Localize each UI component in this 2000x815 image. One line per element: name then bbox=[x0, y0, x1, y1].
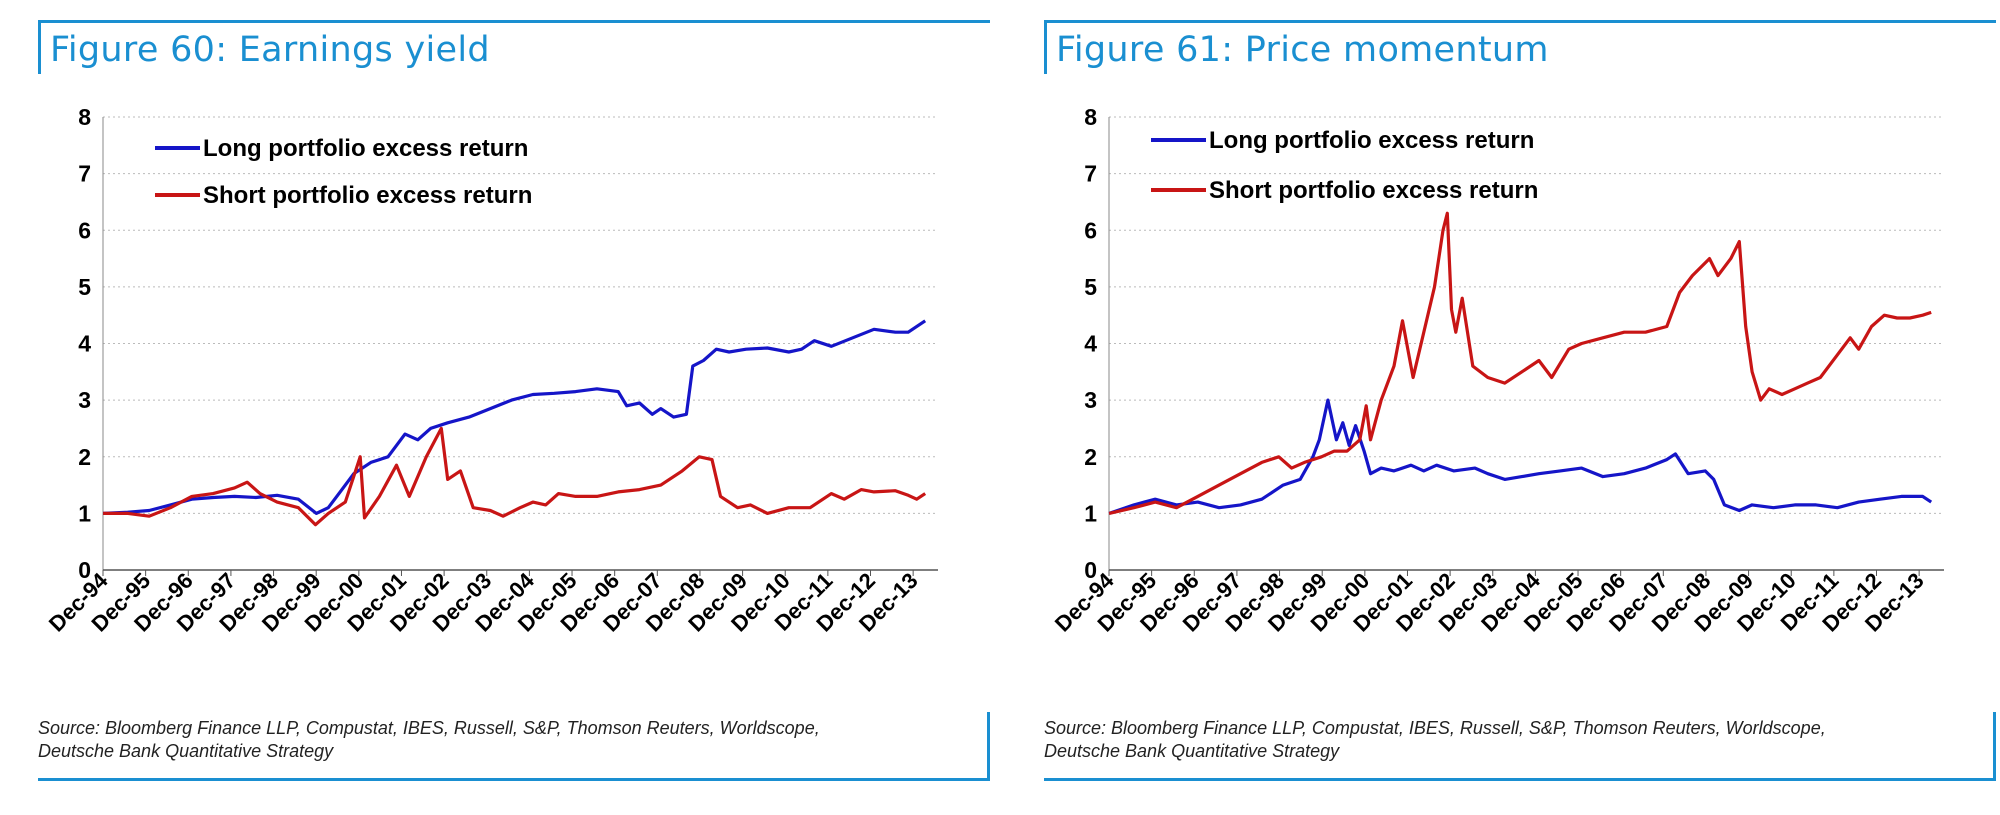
y-tick-label: 5 bbox=[1084, 274, 1097, 300]
y-tick-label: 0 bbox=[78, 557, 91, 583]
price-momentum-chart: 012345678Dec-94Dec-95Dec-96Dec-97Dec-98D… bbox=[1050, 104, 1944, 637]
source-note: Source: Bloomberg Finance LLP, Compustat… bbox=[1044, 717, 1984, 763]
bottom-rule bbox=[38, 778, 990, 781]
y-tick-label: 3 bbox=[1084, 387, 1097, 413]
y-tick-label: 5 bbox=[78, 274, 91, 300]
legend-label: Short portfolio excess return bbox=[1209, 177, 1538, 204]
top-rule bbox=[38, 20, 990, 23]
source-note: Source: Bloomberg Finance LLP, Compustat… bbox=[38, 717, 978, 763]
series-line-long bbox=[1108, 398, 1933, 515]
y-tick-label: 3 bbox=[78, 387, 91, 413]
y-tick-label: 1 bbox=[78, 500, 91, 526]
figure-60-panel: Figure 60: Earnings yield 0 1 2 3 4 5 6 7 8 Dec-9… bbox=[30, 0, 1000, 815]
source-accent-bar bbox=[1993, 712, 1996, 781]
y-tick-label: 2 bbox=[78, 444, 91, 470]
legend-label: Long portfolio excess return bbox=[203, 135, 528, 162]
series-line-short bbox=[1108, 211, 1932, 515]
bottom-rule bbox=[1044, 778, 1996, 781]
y-tick-label: 8 bbox=[78, 104, 91, 130]
series-line-short bbox=[103, 426, 927, 527]
y-tick-label: 7 bbox=[78, 161, 91, 187]
y-tick-label: 1 bbox=[1084, 500, 1097, 526]
source-line-2: Deutsche Bank Quantitative Strategy bbox=[38, 741, 334, 761]
top-rule bbox=[1044, 20, 1996, 23]
title-accent-bar bbox=[38, 20, 41, 74]
series-line-long bbox=[103, 319, 927, 515]
source-accent-bar bbox=[987, 712, 990, 781]
figure-61-panel: Figure 61: Price momentum 0 1 2 3 4 5 6 7 8 Dec-9… bbox=[1036, 0, 2000, 815]
y-tick-label: 4 bbox=[1084, 331, 1097, 357]
y-tick-label: 8 bbox=[1084, 104, 1097, 130]
source-line-1: Source: Bloomberg Finance LLP, Compustat… bbox=[38, 718, 820, 738]
figure-title: Figure 60: Earnings yield bbox=[50, 30, 490, 70]
legend-label: Long portfolio excess return bbox=[1209, 127, 1534, 154]
y-tick-label: 7 bbox=[1084, 161, 1097, 187]
earnings-yield-chart: 012345678Dec-94Dec-95Dec-96Dec-97Dec-98D… bbox=[44, 104, 938, 637]
figure-title: Figure 61: Price momentum bbox=[1056, 30, 1549, 70]
y-tick-label: 6 bbox=[78, 217, 91, 243]
legend-label: Short portfolio excess return bbox=[203, 182, 532, 209]
y-tick-label: 0 bbox=[1084, 557, 1097, 583]
y-tick-label: 6 bbox=[1084, 217, 1097, 243]
title-accent-bar bbox=[1044, 20, 1047, 74]
y-tick-label: 4 bbox=[78, 331, 91, 357]
source-line-1: Source: Bloomberg Finance LLP, Compustat… bbox=[1044, 718, 1826, 738]
source-line-2: Deutsche Bank Quantitative Strategy bbox=[1044, 741, 1340, 761]
y-tick-label: 2 bbox=[1084, 444, 1097, 470]
